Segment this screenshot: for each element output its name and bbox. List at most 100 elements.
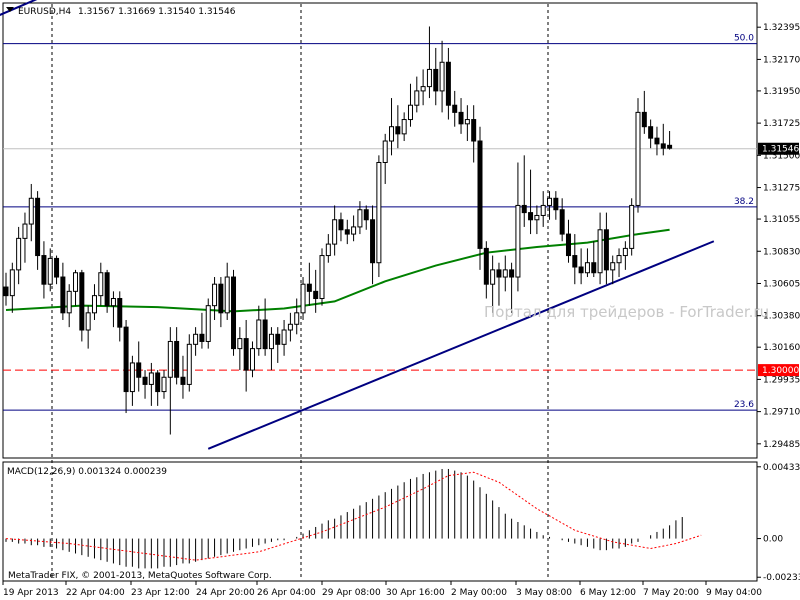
time-tick-label: 7 May 20:00 xyxy=(643,588,699,598)
candle-body xyxy=(117,298,123,328)
candle-body xyxy=(559,209,565,235)
candle-body xyxy=(464,119,470,125)
candle-body xyxy=(218,283,224,314)
candle-body xyxy=(547,197,553,206)
ohlc-values: 1.31567 1.31669 1.31540 1.31546 xyxy=(78,7,236,17)
candle-body xyxy=(490,269,496,285)
candle-body xyxy=(73,272,79,292)
candle-body xyxy=(433,68,439,92)
candle-body xyxy=(110,298,116,307)
candle-body xyxy=(357,209,363,228)
candle-body xyxy=(414,90,420,106)
candle-body xyxy=(515,204,521,278)
candle-body xyxy=(509,269,515,278)
moving-average xyxy=(5,228,670,313)
candle-body xyxy=(313,290,319,300)
candle-body xyxy=(205,305,211,342)
candle-body xyxy=(268,333,274,350)
candle-body xyxy=(237,338,243,350)
candle-body xyxy=(136,362,142,378)
candle-body xyxy=(420,86,426,92)
symbol-title: EURUSD,H4 xyxy=(18,7,71,17)
candle-body xyxy=(212,283,218,307)
candle-body xyxy=(458,111,464,125)
level-price-box xyxy=(758,364,799,377)
trendline xyxy=(0,0,38,16)
price-tick-label: 1.31500 xyxy=(763,151,800,161)
price-tick-label: 1.30605 xyxy=(763,279,800,289)
candlesticks xyxy=(3,26,673,435)
time-tick-label: 3 May 08:00 xyxy=(516,588,572,598)
candle-body xyxy=(578,266,584,274)
macd-indicator xyxy=(5,468,702,569)
candle-body xyxy=(344,229,350,235)
candle-body xyxy=(148,372,154,385)
candle-body xyxy=(382,140,388,163)
price-tick-label: 1.31725 xyxy=(763,119,800,129)
current-price-label: 1.31546 xyxy=(762,145,799,155)
price-tick-label: 1.30160 xyxy=(763,343,800,353)
fib-level-label: 23.6 xyxy=(734,400,754,410)
candle-body xyxy=(161,376,167,393)
time-tick-label: 29 Apr 08:00 xyxy=(322,588,381,598)
candle-body xyxy=(186,343,192,385)
level-price-label: 1.30000 xyxy=(762,366,799,376)
candle-body xyxy=(363,209,369,221)
candle-body xyxy=(129,362,135,393)
candle-body xyxy=(300,283,306,314)
candle-body xyxy=(167,340,173,378)
candle-body xyxy=(174,340,180,378)
candle-body xyxy=(306,283,312,292)
candle-body xyxy=(3,286,9,297)
candle-body xyxy=(407,104,413,121)
candle-body xyxy=(155,372,161,393)
candle-body xyxy=(28,197,34,225)
candle-body xyxy=(370,219,376,264)
candle-body xyxy=(610,262,616,271)
time-tick-label: 24 Apr 20:00 xyxy=(196,588,255,598)
candle-body xyxy=(104,272,110,307)
candle-body xyxy=(452,104,458,113)
candle-body xyxy=(325,243,331,257)
time-tick-label: 6 May 12:00 xyxy=(580,588,636,598)
time-tick-label: 9 May 04:00 xyxy=(706,588,762,598)
current-price-box xyxy=(758,142,799,155)
candle-body xyxy=(635,111,641,206)
candle-body xyxy=(572,255,578,268)
candle-body xyxy=(123,326,129,393)
time-tick-label: 30 Apr 16:00 xyxy=(386,588,445,598)
time-tick-label: 23 Apr 12:00 xyxy=(131,588,190,598)
candle-body xyxy=(262,319,268,350)
candle-body xyxy=(629,204,635,249)
candle-body xyxy=(591,262,597,274)
candle-body xyxy=(565,233,571,257)
candle-body xyxy=(660,143,666,149)
candle-body xyxy=(648,126,654,139)
candle-body xyxy=(66,290,72,314)
price-pane-frame xyxy=(2,2,758,459)
candle-body xyxy=(332,219,338,245)
candle-body xyxy=(16,237,22,271)
candle-body xyxy=(338,219,344,231)
candle-body xyxy=(471,119,477,142)
candle-body xyxy=(193,333,199,345)
macd-pane-frame xyxy=(2,461,758,582)
candle-body xyxy=(142,376,148,385)
candle-body xyxy=(79,272,85,331)
candle-body xyxy=(401,119,407,135)
candle-body xyxy=(439,61,445,92)
candle-body xyxy=(351,226,357,235)
time-tick-label: 22 Apr 04:00 xyxy=(66,588,125,598)
candle-body xyxy=(41,255,47,285)
candle-body xyxy=(641,111,647,128)
candle-body xyxy=(597,229,603,274)
candle-body xyxy=(553,197,559,211)
horizontal-level xyxy=(3,148,757,371)
candle-body xyxy=(395,126,401,135)
macd-tick-label: -0.002333 xyxy=(763,573,800,583)
symbol-dropdown-icon[interactable] xyxy=(6,7,14,12)
candle-body xyxy=(445,61,451,106)
candle-body xyxy=(199,333,205,342)
price-tick-label: 1.32395 xyxy=(763,23,800,33)
